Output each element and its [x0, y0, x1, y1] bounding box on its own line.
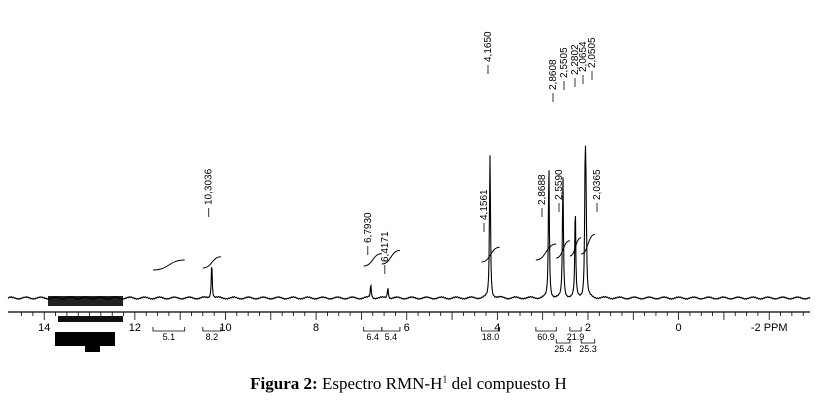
peak-labels: 10,3036 6,7930 6,4171 4,1650 4,1561 2,8688 2,8…	[204, 31, 603, 274]
scan-artifact	[85, 344, 100, 352]
integral-value: 21.9	[567, 332, 585, 342]
axis-tick-label: 2	[585, 322, 591, 334]
peak-label: 2,5505	[559, 47, 570, 78]
peak-label: 2,2802	[570, 44, 581, 75]
peak-label: 2,8688	[537, 174, 548, 205]
integral-value: 18.0	[482, 332, 500, 342]
integral-bracket	[555, 339, 571, 344]
peak-label: 2,0365	[592, 169, 603, 200]
integral-value: 6.4	[366, 332, 379, 342]
axis-tick-label: 14	[38, 322, 50, 334]
integral-bracket	[569, 327, 582, 332]
integral-curve	[556, 240, 570, 259]
integral-curve	[152, 259, 185, 271]
peak-label: 10,3036	[204, 168, 215, 205]
caption-label: Figura 2:	[250, 374, 318, 393]
peak-label: 2,8608	[548, 59, 559, 90]
axis-tick-label: 6	[404, 322, 410, 334]
scan-artifact	[55, 332, 115, 346]
peak-label: 2,0654	[578, 41, 589, 72]
peak-label: 4,1650	[483, 31, 494, 62]
integral-value: 5.4	[385, 332, 398, 342]
axis-tick-label: -2 PPM	[751, 322, 788, 334]
integral-bracket	[363, 327, 383, 332]
integral-bracket	[202, 327, 222, 332]
integral-bracket	[381, 327, 401, 332]
ppm-axis: 14 12 10 8 6 4 2 0 -2 PPM	[8, 311, 810, 334]
axis-tick-label: 0	[676, 322, 682, 334]
peak-label: 2,5590	[554, 169, 565, 200]
spectrum-trace	[7, 145, 811, 301]
integral-value: 5.1	[163, 332, 176, 342]
scan-artifact	[58, 316, 123, 322]
integral-bracket	[580, 339, 596, 344]
integral-value: 25.3	[579, 344, 597, 354]
peak-label: 6,4171	[380, 231, 391, 262]
figure-caption: Figura 2: Espectro RMN-H1 del compuesto …	[0, 374, 817, 394]
axis-tick-label: 12	[129, 322, 141, 334]
integral-curve	[535, 243, 557, 261]
caption-text-end: del compuesto H	[447, 374, 567, 393]
axis-tick-label: 8	[313, 322, 319, 334]
integral-curve	[381, 249, 401, 265]
integral-bracket	[152, 327, 186, 332]
peak-label: 4,1561	[479, 189, 490, 220]
integral-bracket	[481, 327, 501, 332]
nmr-spectrum-chart: 14 12 10 8 6 4 2 0 -2 PPM 10,3036 6,7930 6,4171 4,1…	[7, 31, 811, 354]
scan-artifacts	[48, 296, 123, 352]
caption-superscript: 1	[442, 374, 448, 386]
integral-curve	[363, 253, 382, 267]
scan-artifact	[48, 296, 123, 306]
integral-value: 60.9	[537, 332, 555, 342]
integral-curve	[202, 256, 222, 269]
integral-curve	[581, 233, 595, 255]
integral-labels: 5.1 8.2 6.4 5.4 18.0 60.9 25.4 21.9 25.3	[152, 327, 597, 354]
axis-tick-label: 10	[219, 322, 231, 334]
integral-value: 25.4	[554, 344, 572, 354]
integral-bracket	[535, 327, 557, 332]
caption-text: Espectro RMN-H	[317, 374, 443, 393]
axis-tick-label: 4	[494, 322, 500, 334]
peak-label: 2,0505	[587, 37, 598, 68]
peak-label: 6,7930	[363, 212, 374, 243]
integral-curves	[152, 233, 595, 271]
integral-value: 8.2	[206, 332, 219, 342]
